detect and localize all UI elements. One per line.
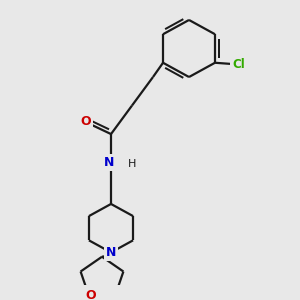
Text: H: H bbox=[128, 159, 136, 169]
Text: Cl: Cl bbox=[232, 58, 245, 71]
Text: N: N bbox=[104, 156, 115, 169]
Text: O: O bbox=[85, 289, 96, 300]
Text: O: O bbox=[80, 115, 91, 128]
Text: N: N bbox=[106, 246, 116, 259]
